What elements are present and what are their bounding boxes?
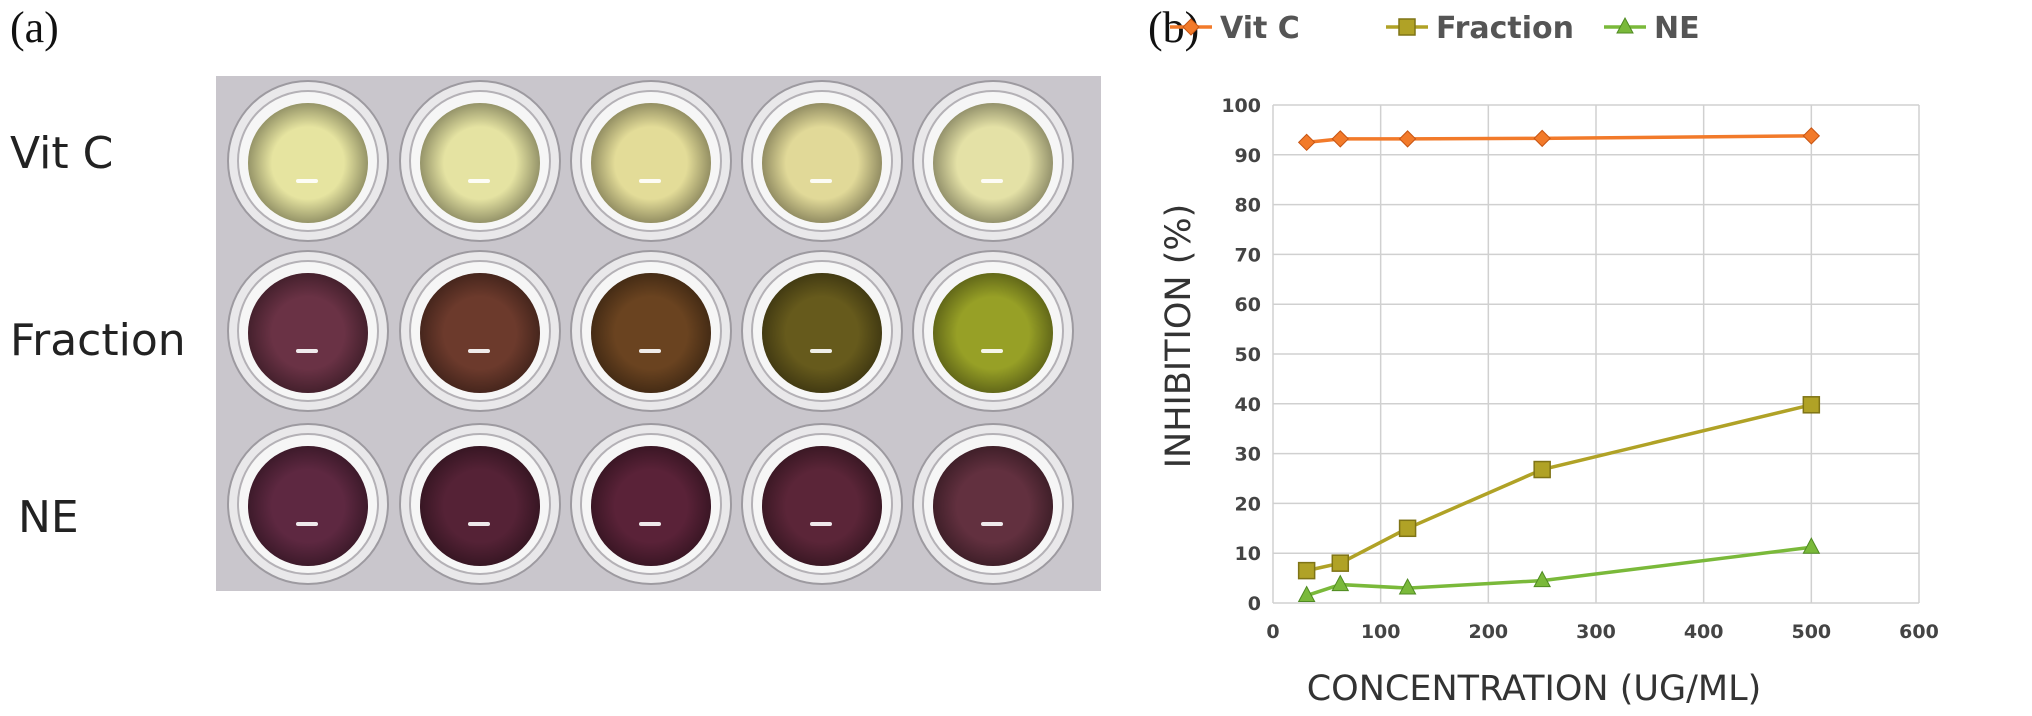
- data-point: [1802, 396, 1821, 414]
- legend-marker: [1398, 18, 1416, 36]
- y-tick-label: 60: [1235, 294, 1261, 316]
- series-line: [1306, 403, 1812, 573]
- well: [227, 80, 389, 242]
- y-tick-label: 40: [1235, 394, 1261, 416]
- x-tick-label: 200: [1468, 621, 1508, 643]
- well: [741, 423, 903, 585]
- well: [912, 423, 1074, 585]
- data-point: [1331, 554, 1350, 572]
- well: [399, 423, 561, 585]
- y-tick-label: 0: [1248, 593, 1261, 615]
- well: [741, 250, 903, 412]
- legend-item: NE: [1604, 11, 1700, 46]
- series-line: [1306, 545, 1812, 598]
- data-point: [1331, 574, 1350, 592]
- well: [570, 423, 732, 585]
- data-point: [1297, 133, 1316, 152]
- data-point: [1533, 460, 1551, 479]
- x-tick-label: 0: [1266, 621, 1279, 643]
- x-tick-label: 400: [1684, 621, 1724, 643]
- series-line: [1306, 134, 1812, 145]
- axis-ticks: 0 10 20 30 40 50 60 70 80 90 100 0 100 200 300 400 500 60…: [1221, 95, 1939, 643]
- data-point: [1331, 130, 1349, 148]
- inhibition-line-chart: 0 10 20 30 40 50 60 70 80 90 100 0 100 200 300 400 500 60…: [1159, 11, 1939, 709]
- legend-label: Vit C: [1220, 11, 1300, 46]
- well: [227, 423, 389, 585]
- data-point: [1398, 519, 1417, 538]
- y-tick-label: 50: [1235, 344, 1261, 366]
- x-tick-label: 300: [1576, 621, 1616, 643]
- x-tick-label: 100: [1361, 621, 1401, 643]
- well: [741, 80, 903, 242]
- well-plate-photo: [216, 76, 1101, 591]
- well: [399, 80, 561, 242]
- y-axis-title: INHIBITION (%): [1159, 204, 1199, 469]
- well: [227, 250, 389, 412]
- chart-legend: Vit C Fraction NE: [1170, 11, 1700, 46]
- legend-item: Vit C: [1170, 11, 1300, 46]
- y-tick-label: 100: [1221, 95, 1261, 117]
- data-point: [1802, 537, 1821, 554]
- row-label-ne: NE: [18, 492, 79, 543]
- well: [399, 250, 561, 412]
- data-point: [1297, 561, 1316, 580]
- well: [570, 250, 732, 412]
- series-vit-c: [1297, 127, 1821, 152]
- y-tick-label: 70: [1235, 244, 1261, 266]
- data-point: [1802, 127, 1821, 145]
- x-axis-title: CONCENTRATION (UG/ML): [1307, 669, 1762, 709]
- well: [912, 250, 1074, 412]
- y-tick-label: 10: [1235, 543, 1261, 565]
- y-tick-label: 90: [1235, 145, 1261, 167]
- row-label-vitc: Vit C: [10, 128, 114, 179]
- series-ne: [1297, 537, 1821, 603]
- y-tick-label: 80: [1235, 195, 1261, 217]
- well: [912, 80, 1074, 242]
- series-fraction: [1297, 396, 1821, 580]
- data-point: [1398, 130, 1417, 148]
- well: [570, 80, 732, 242]
- data-point: [1398, 577, 1417, 595]
- legend-marker: [1616, 16, 1634, 34]
- legend-item: Fraction: [1386, 11, 1574, 46]
- legend-marker: [1182, 18, 1200, 36]
- data-point: [1297, 585, 1316, 603]
- y-tick-label: 30: [1235, 444, 1261, 466]
- legend-label: Fraction: [1436, 11, 1574, 46]
- row-label-fraction: Fraction: [10, 315, 186, 366]
- grid-lines: [1272, 104, 1920, 604]
- y-tick-label: 20: [1235, 493, 1261, 515]
- legend-label: NE: [1654, 11, 1700, 46]
- x-tick-label: 500: [1791, 621, 1831, 643]
- data-point: [1533, 570, 1551, 588]
- panel-a-label: (a): [10, 3, 59, 52]
- data-point: [1533, 129, 1551, 148]
- x-tick-label: 600: [1899, 621, 1939, 643]
- series-lines: [1297, 127, 1821, 603]
